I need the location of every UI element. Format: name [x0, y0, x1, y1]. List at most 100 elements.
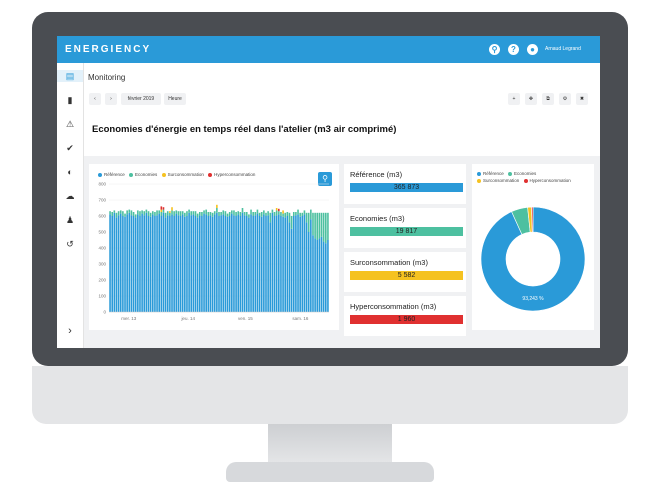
help-icon[interactable]: ?: [508, 44, 519, 55]
monitor-stand: [268, 424, 392, 466]
bar-reference: [224, 216, 227, 312]
bar-economies: [201, 212, 203, 216]
document-icon[interactable]: ▮: [67, 95, 73, 105]
bar-economies: [288, 212, 291, 223]
gauge-icon[interactable]: ◐: [67, 167, 73, 177]
bar-reference: [295, 215, 297, 312]
zoom-search-button[interactable]: ⚲: [318, 172, 332, 186]
monitor-chin: [32, 366, 628, 424]
bar-reference: [318, 238, 321, 312]
bar-economies: [226, 213, 229, 217]
check-icon[interactable]: ✔: [66, 143, 74, 153]
bar-reference: [260, 216, 263, 312]
bar-reference: [235, 216, 237, 312]
bar-surconsommation: [171, 207, 173, 211]
bar-economies: [224, 211, 227, 216]
bar-reference: [316, 240, 319, 312]
bar-economies: [111, 212, 114, 216]
bar-reference: [233, 215, 235, 312]
x-tick-label: jeu. 14: [180, 316, 195, 321]
donut-legend-row-2: Surconsommation Hyperconsommation: [474, 178, 571, 183]
bar-reference: [192, 214, 195, 312]
bar-reference: [218, 216, 220, 312]
prev-period-button[interactable]: ‹: [89, 93, 101, 105]
bar-economies: [192, 211, 195, 215]
bar-reference: [145, 212, 148, 312]
expand-sidebar-icon[interactable]: ›: [68, 325, 72, 337]
breadcrumb: Monitoring: [88, 73, 126, 82]
bar-economies: [282, 213, 284, 217]
bar-economies: [233, 210, 235, 216]
history-icon[interactable]: ↺: [66, 239, 74, 249]
bar-economies: [194, 211, 197, 216]
y-tick-label: 0: [103, 310, 106, 315]
y-tick-label: 300: [98, 262, 106, 267]
y-tick-label: 200: [98, 278, 106, 283]
bar-reference: [297, 214, 299, 312]
legend-dot-economies: [129, 172, 134, 177]
stat-value-hyperconsommation: 1 960: [350, 315, 463, 324]
bar-economies: [147, 211, 150, 216]
bar-reference: [147, 216, 150, 312]
stat-label-surconsommation: Surconsommation (m3): [350, 258, 428, 267]
next-period-button[interactable]: ›: [105, 93, 117, 105]
user-icon[interactable]: ♟: [65, 215, 75, 225]
bar-economies: [175, 210, 178, 214]
bar-reference: [113, 212, 116, 312]
move-icon[interactable]: ✥: [525, 93, 537, 105]
copy-icon[interactable]: ⧉: [542, 93, 554, 105]
bar-economies: [327, 212, 329, 240]
bar-reference: [154, 216, 156, 312]
settings-icon[interactable]: ⚙: [559, 93, 571, 105]
add-icon[interactable]: +: [508, 93, 520, 105]
bar-economies: [156, 210, 158, 216]
bar-economies: [149, 212, 152, 217]
bar-reference: [209, 215, 212, 312]
alert-icon[interactable]: ⚠: [65, 119, 75, 129]
bar-economies: [160, 212, 163, 216]
bar-reference: [171, 214, 173, 312]
y-tick-label: 500: [98, 230, 106, 235]
cloud-icon[interactable]: ☁: [65, 191, 75, 201]
granularity-selector[interactable]: Heure: [164, 93, 186, 105]
donut-percent-label: 93,243 %: [522, 296, 544, 302]
bar-economies: [271, 209, 274, 213]
y-tick-label: 700: [98, 198, 106, 203]
bar-economies: [134, 214, 137, 218]
bar-economies: [205, 209, 207, 215]
y-tick-label: 800: [98, 182, 106, 187]
period-selector[interactable]: février 2019: [121, 93, 161, 105]
bar-reference: [169, 216, 171, 312]
stat-value-economies: 19 817: [350, 227, 463, 236]
bar-economies: [209, 212, 212, 216]
user-avatar-icon[interactable]: ●: [527, 44, 538, 55]
bar-reference: [252, 216, 254, 312]
bar-economies: [260, 212, 263, 217]
bar-reference: [162, 212, 165, 312]
bar-economies: [248, 214, 250, 218]
bar-reference: [188, 212, 190, 312]
bar-reference: [181, 214, 184, 312]
bar-economies: [243, 212, 246, 216]
bar-economies: [164, 212, 167, 218]
bar-economies: [286, 212, 289, 216]
bar-reference: [137, 214, 139, 312]
bar-economies: [324, 212, 327, 244]
bar-reference: [327, 240, 329, 312]
sidebar-item-dashboard[interactable]: ▤: [57, 70, 83, 82]
bar-reference: [117, 215, 120, 312]
donut-chart-panel: Référence Economies Surconsommation Hype…: [472, 164, 594, 330]
bar-economies: [177, 211, 180, 216]
delete-icon[interactable]: ✖: [576, 93, 588, 105]
bar-economies: [231, 210, 233, 214]
bar-reference: [177, 215, 180, 312]
donut-legend-dot-reference: [477, 171, 481, 176]
bar-reference: [273, 216, 276, 312]
user-name[interactable]: Arnaud Legrand: [545, 46, 581, 52]
bar-reference: [271, 212, 274, 312]
search-icon[interactable]: ⚲: [489, 44, 500, 55]
bar-reference: [241, 212, 244, 312]
bar-reference: [205, 214, 207, 312]
bar-reference: [288, 222, 291, 312]
stat-label-economies: Economies (m3): [350, 214, 405, 223]
